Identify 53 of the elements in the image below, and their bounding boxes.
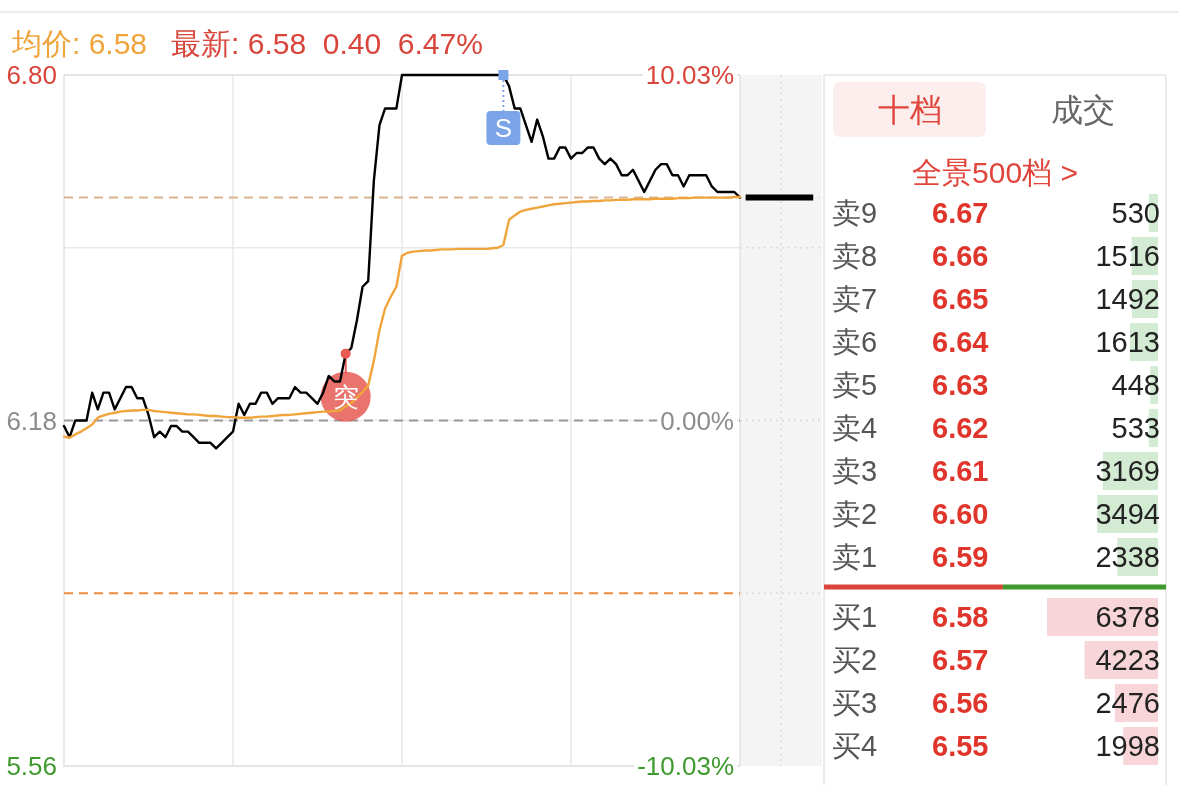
y2-tick-label: 6.59 xyxy=(932,541,989,573)
text: 成交 xyxy=(1051,92,1115,128)
y2-tick-label: 6.67 xyxy=(932,197,989,229)
y-tick-label: 5.56 xyxy=(6,751,57,781)
data-label: S xyxy=(494,113,513,143)
y2-tick-label: 6.64 xyxy=(932,326,989,358)
y-tick-label: 买3 xyxy=(832,687,878,719)
y-tick-label: 卖3 xyxy=(832,455,878,487)
data-label: 6378 xyxy=(1095,601,1160,633)
y2-tick-label: 6.62 xyxy=(932,412,989,444)
data-label: 突 xyxy=(332,381,359,412)
y-tick-label: 买2 xyxy=(832,644,878,676)
data-label: 530 xyxy=(1111,197,1160,229)
data-label: 533 xyxy=(1111,412,1160,444)
chart-title: 十档 xyxy=(878,92,942,128)
chart-title: 均价: 6.58 xyxy=(11,26,148,60)
y2-tick-label: 6.57 xyxy=(932,644,989,676)
y2-tick-label: 10.03% xyxy=(645,60,734,90)
data-label: 1492 xyxy=(1095,283,1160,315)
y-tick-label: 6.80 xyxy=(6,60,57,90)
data-label: 1998 xyxy=(1095,730,1160,762)
y-tick-label: 卖5 xyxy=(832,369,878,401)
y2-tick-label: 6.66 xyxy=(932,240,989,272)
y-tick-label: 卖9 xyxy=(832,197,878,229)
y-tick-label: 买1 xyxy=(832,601,878,633)
y2-tick-label: -10.03% xyxy=(637,751,734,781)
data-label: 3169 xyxy=(1095,455,1160,487)
y-tick-label: 卖4 xyxy=(832,412,878,444)
data-label: 3494 xyxy=(1095,498,1160,530)
y2-tick-label: 6.63 xyxy=(932,369,989,401)
y2-tick-label: 6.55 xyxy=(932,730,989,762)
annotation: 全景500档 > xyxy=(912,155,1078,189)
data-label: 1613 xyxy=(1095,326,1160,358)
data-label: 1516 xyxy=(1095,240,1160,272)
y2-tick-label: 0.00% xyxy=(660,405,734,436)
y-tick-label: 买4 xyxy=(832,730,878,762)
line-series xyxy=(62,195,742,439)
chart-subtitle: 最新: 6.58 0.40 6.47% xyxy=(171,26,483,60)
y-tick-label: 卖1 xyxy=(832,541,878,573)
data-label: 4223 xyxy=(1095,644,1160,676)
y2-tick-label: 6.58 xyxy=(932,601,989,633)
y2-tick-label: 6.61 xyxy=(932,455,989,487)
data-label: 2476 xyxy=(1095,687,1160,719)
data-label: 448 xyxy=(1111,369,1160,401)
y-tick-label: 卖8 xyxy=(832,240,878,272)
y2-tick-label: 6.56 xyxy=(932,687,989,719)
y2-tick-label: 6.65 xyxy=(932,283,989,315)
y-tick-label: 卖2 xyxy=(832,498,878,530)
y2-tick-label: 6.60 xyxy=(932,498,989,530)
data-label: 2338 xyxy=(1095,541,1160,573)
y-tick-label: 卖6 xyxy=(832,326,878,358)
y-tick-label: 卖7 xyxy=(832,283,878,315)
y-tick-label: 6.18 xyxy=(6,405,57,436)
